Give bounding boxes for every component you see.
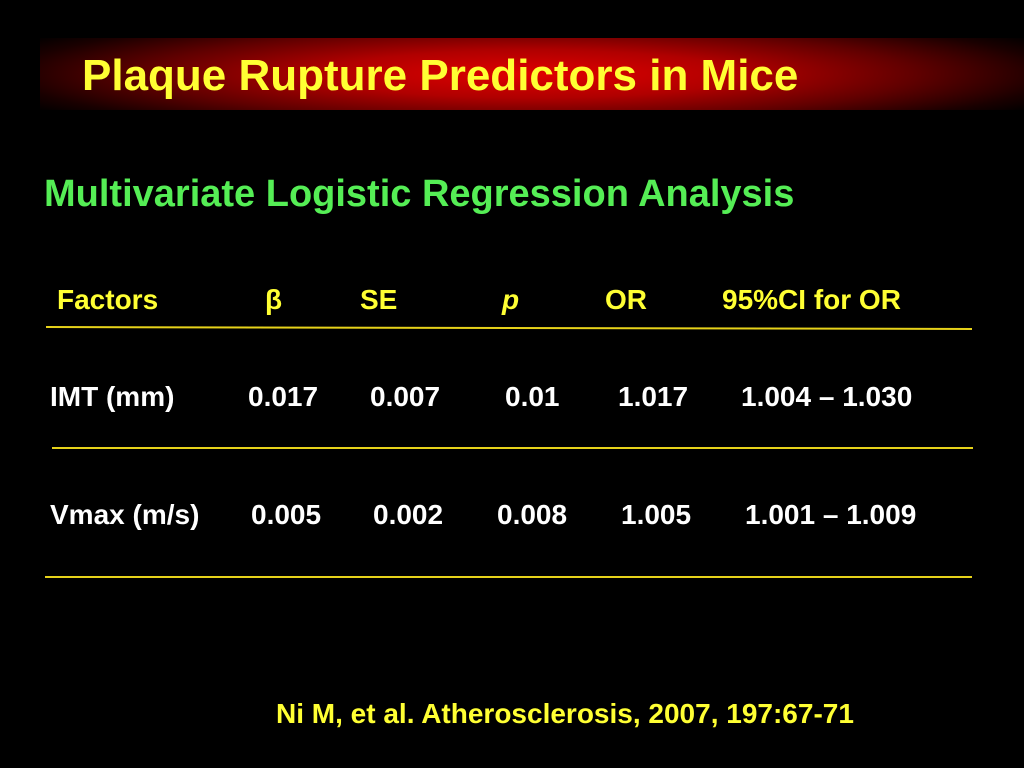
row-p: 0.008 <box>497 499 568 530</box>
row-p: 0.01 <box>505 381 560 412</box>
header-ci: 95%CI for OR <box>722 284 901 315</box>
header-beta: β <box>265 284 283 315</box>
header-rule <box>45 326 973 330</box>
header-p: p <box>502 284 520 315</box>
slide-subtitle: Multivariate Logistic Regression Analysi… <box>44 173 795 215</box>
row-rule <box>52 447 973 449</box>
header-or: OR <box>605 284 647 315</box>
row-beta: 0.017 <box>248 381 319 412</box>
header-se: SE <box>360 284 398 315</box>
title-band <box>40 38 1024 110</box>
row-se: 0.007 <box>370 381 441 412</box>
row-beta: 0.005 <box>251 499 322 530</box>
bottom-rule <box>45 576 972 578</box>
citation: Ni M, et al. Atherosclerosis, 2007, 197:… <box>276 698 854 729</box>
row-factor: Vmax (m/s) <box>50 499 200 530</box>
row-ci: 1.001 – 1.009 <box>745 499 917 530</box>
row-se: 0.002 <box>373 499 444 530</box>
row-or: 1.017 <box>618 381 689 412</box>
slide-title: Plaque Rupture Predictors in Mice <box>82 51 799 100</box>
row-ci: 1.004 – 1.030 <box>741 381 913 412</box>
header-factors: Factors <box>57 284 159 315</box>
row-factor: IMT (mm) <box>50 381 175 412</box>
row-or: 1.005 <box>621 499 692 530</box>
